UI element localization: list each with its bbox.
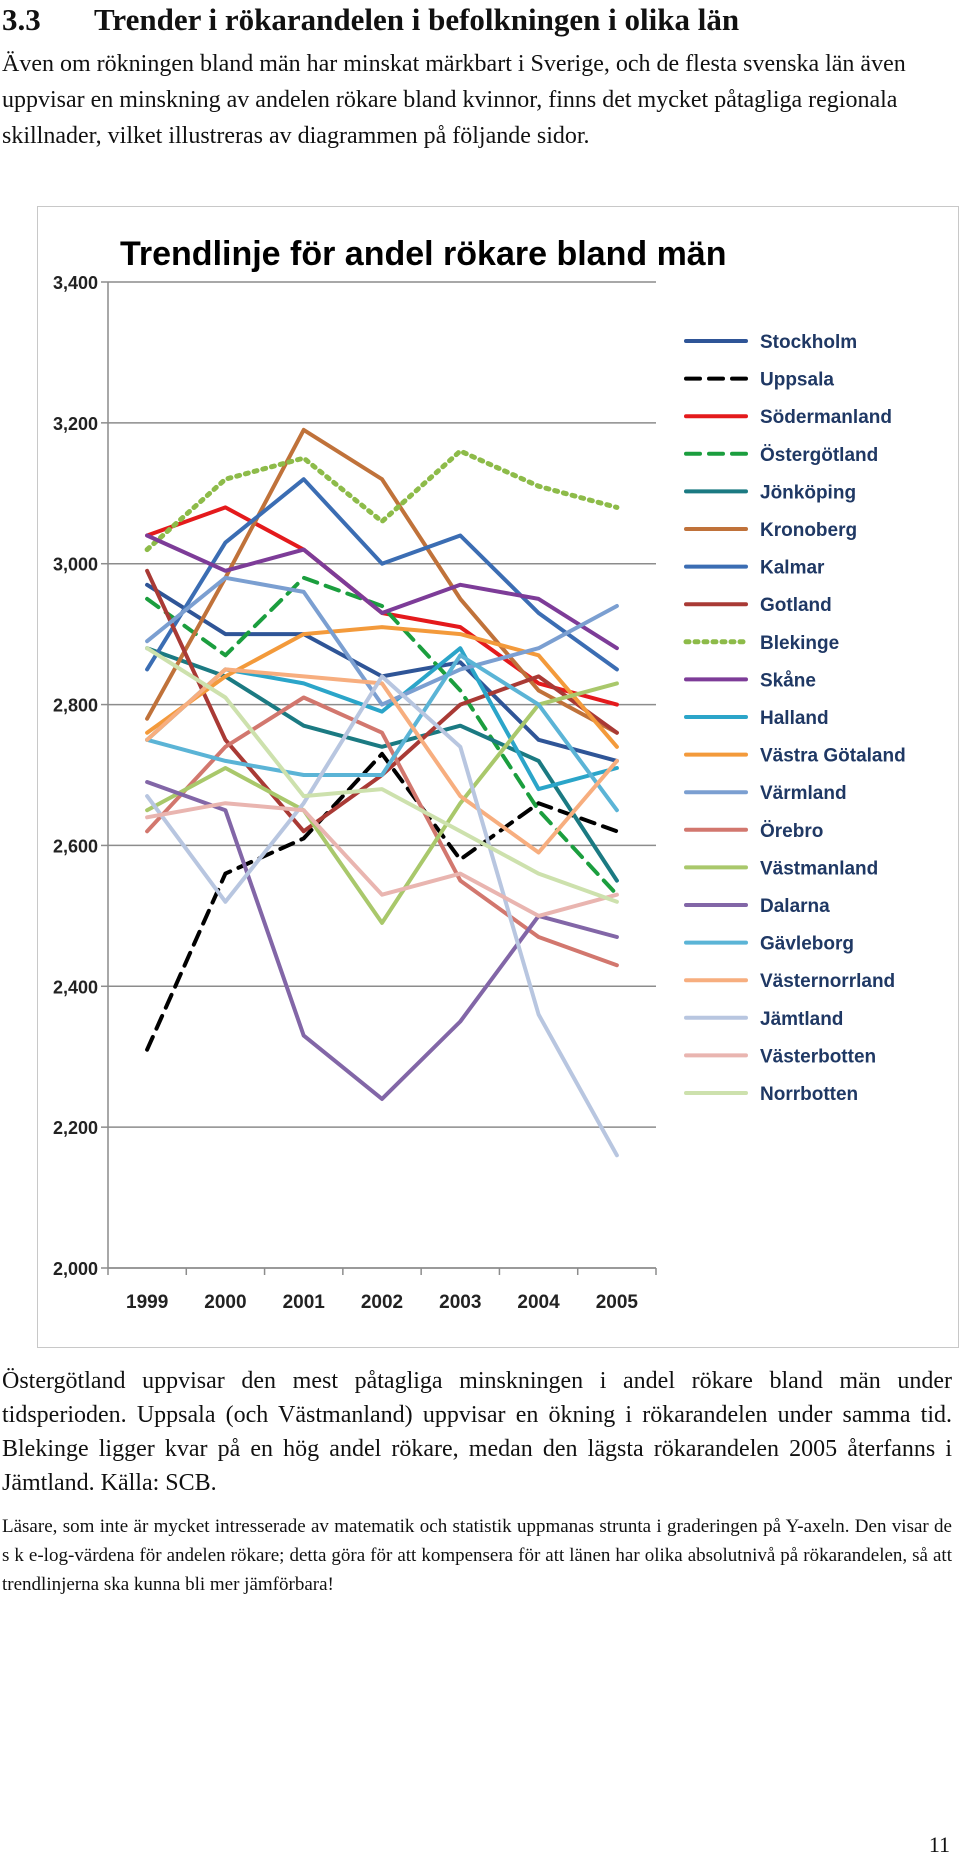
x-tick-label: 2000 xyxy=(204,1292,246,1313)
series-line-uppsala xyxy=(145,751,619,1052)
intro-paragraph: Även om rökningen bland män har minskat … xyxy=(2,51,906,149)
series-line-västerbotten xyxy=(145,801,619,918)
x-tick-label: 2005 xyxy=(596,1292,639,1313)
y-tick-label: 2,000 xyxy=(53,1259,98,1279)
section-heading: 3.3 Trender i rökarandelen i befolkninge… xyxy=(0,0,960,40)
series-line-norrbotten xyxy=(145,646,619,904)
legend-label: Norrbotten xyxy=(760,1084,858,1105)
legend-label: Jönköping xyxy=(760,482,856,503)
chart-title: Trendlinje för andel rökare bland män xyxy=(120,235,726,273)
legend-label: Stockholm xyxy=(760,332,857,353)
x-tick-label: 2003 xyxy=(439,1292,481,1313)
x-tick-label: 2002 xyxy=(361,1292,403,1313)
legend-label: Södermanland xyxy=(760,407,892,428)
legend-label: Blekinge xyxy=(760,633,839,654)
x-tick-label: 2001 xyxy=(283,1292,326,1313)
y-tick-label: 2,800 xyxy=(53,696,98,716)
chart-frame: Trendlinje för andel rökare bland män 2,… xyxy=(37,206,959,1348)
legend-label: Uppsala xyxy=(760,370,834,391)
section-number: 3.3 xyxy=(2,2,41,37)
legend-label: Kronoberg xyxy=(760,520,857,541)
x-tick-label: 1999 xyxy=(126,1292,168,1313)
legend-label: Dalarna xyxy=(760,896,830,917)
section-title: Trender i rökarandelen i befolkningen i … xyxy=(94,2,740,37)
legend-label: Örebro xyxy=(760,821,823,842)
legend-label: Värmland xyxy=(760,783,847,804)
series-line-kalmar xyxy=(145,477,619,672)
series-line-västernorrland xyxy=(145,667,619,855)
legend-label: Västerbotten xyxy=(760,1046,876,1067)
legend-label: Västmanland xyxy=(760,858,878,879)
legend-label: Halland xyxy=(760,708,829,729)
y-tick-label: 2,400 xyxy=(53,977,98,997)
legend-label: Kalmar xyxy=(760,558,825,579)
series-line-jämtland xyxy=(145,674,619,1158)
y-tick-label: 3,400 xyxy=(53,273,98,293)
line-chart: Trendlinje för andel rökare bland män 2,… xyxy=(53,235,906,1313)
reader-note: Läsare, som inte är mycket intresserade … xyxy=(2,1516,952,1595)
legend-label: Västra Götaland xyxy=(760,746,906,767)
y-tick-label: 2,200 xyxy=(53,1118,98,1138)
legend-label: Västernorrland xyxy=(760,971,895,992)
legend-label: Gävleborg xyxy=(760,934,854,955)
legend-label: Gotland xyxy=(760,595,832,616)
legend-label: Skåne xyxy=(760,670,816,691)
page-number: 11 xyxy=(928,1832,950,1857)
series-line-örebro xyxy=(145,695,619,968)
legend-label: Jämtland xyxy=(760,1009,843,1030)
series-line-värmland xyxy=(145,575,619,707)
series-line-gävleborg xyxy=(145,653,619,813)
series-line-östergötland xyxy=(145,575,619,897)
x-tick-label: 2004 xyxy=(517,1292,560,1313)
y-tick-label: 2,600 xyxy=(53,836,98,856)
y-tick-label: 3,200 xyxy=(53,414,98,434)
chart-caption: Östergötland uppvisar den mest påtagliga… xyxy=(2,1368,952,1496)
series-line-västra-götaland xyxy=(145,625,619,749)
legend-label: Östergötland xyxy=(760,445,878,466)
y-tick-label: 3,000 xyxy=(53,555,98,575)
series-line-blekinge xyxy=(144,448,620,553)
series-line-skåne xyxy=(145,533,619,651)
